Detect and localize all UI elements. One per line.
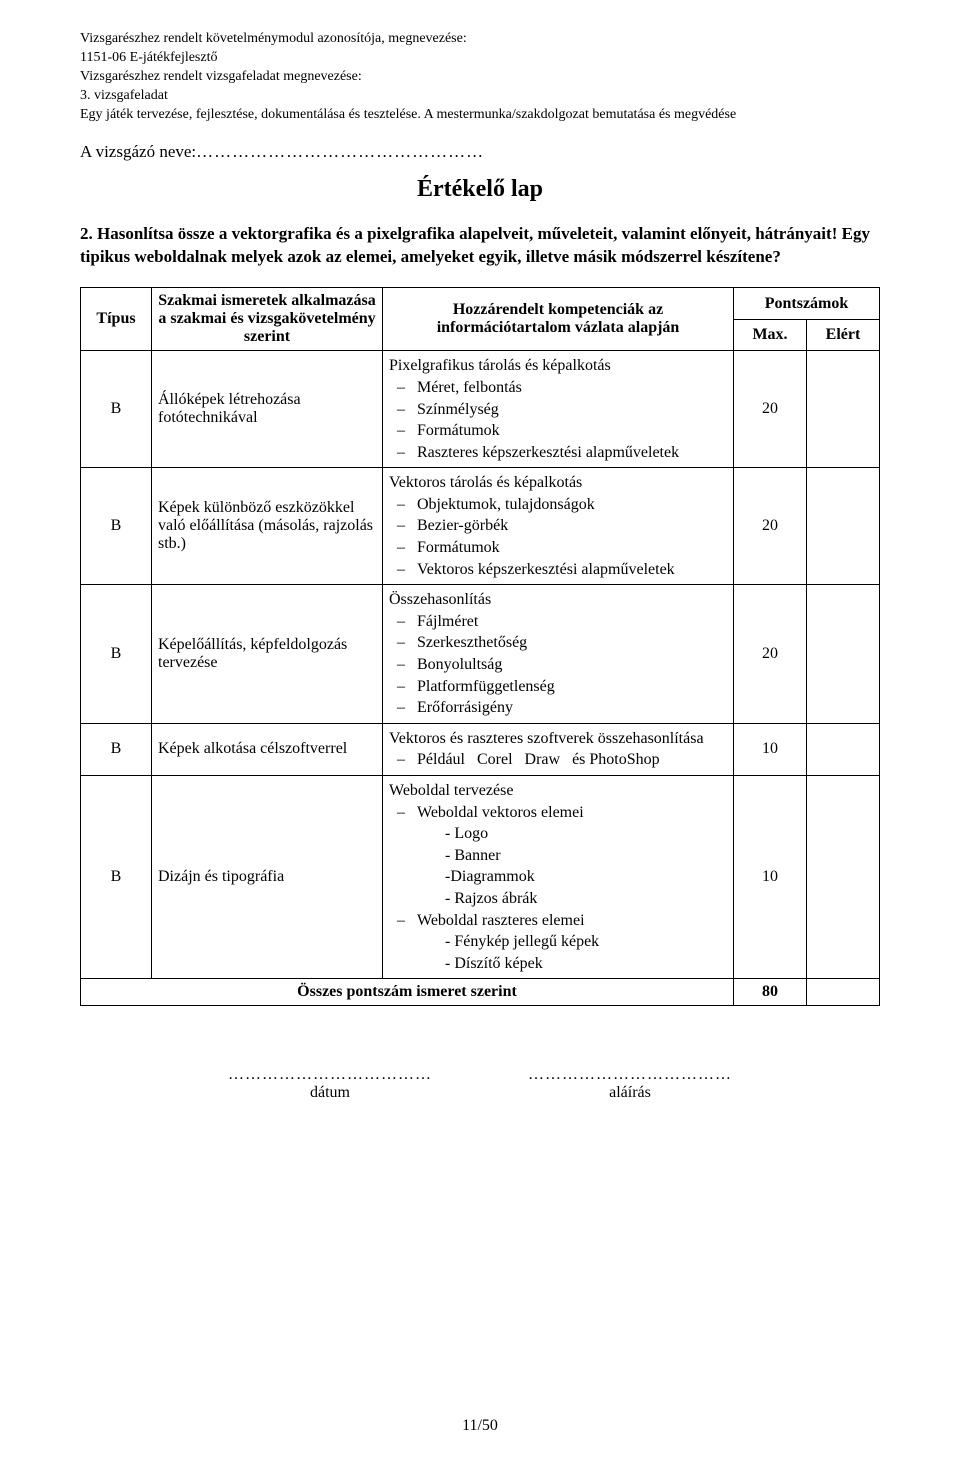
cell-type: B bbox=[81, 723, 152, 775]
cell-skill: Állóképek létrehozása fotótechnikával bbox=[152, 351, 383, 468]
table-row: BKépelőállítás, képfeldolgozás tervezése… bbox=[81, 585, 880, 724]
cell-competency: ÖsszehasonlításFájlméretSzerkeszthetőség… bbox=[383, 585, 734, 724]
header-line-5: Egy játék tervezése, fejlesztése, dokume… bbox=[80, 106, 880, 125]
signature-row: ……………………………… dátum ……………………………… aláírás bbox=[200, 1066, 760, 1102]
th-skill: Szakmai ismeretek alkalmazása a szakmai … bbox=[152, 288, 383, 351]
date-label: dátum bbox=[200, 1084, 460, 1102]
page: Vizsgarészhez rendelt követelménymodul a… bbox=[0, 0, 960, 1463]
cell-type: B bbox=[81, 468, 152, 585]
cell-competency: Pixelgrafikus tárolás és képalkotásMéret… bbox=[383, 351, 734, 468]
cell-type: B bbox=[81, 351, 152, 468]
cell-skill: Képek alkotása célszoftverrel bbox=[152, 723, 383, 775]
page-title: Értékelő lap bbox=[80, 176, 880, 203]
table-row: BKépek különböző eszközökkel való előáll… bbox=[81, 468, 880, 585]
cell-got bbox=[807, 776, 880, 979]
signature-date-block: ……………………………… dátum bbox=[200, 1066, 460, 1102]
th-max: Max. bbox=[734, 319, 807, 351]
header-line-2: 1151-06 E-játékfejlesztő bbox=[80, 49, 880, 68]
examinee-dots: ………………………………………… bbox=[196, 142, 484, 161]
header-line-1: Vizsgarészhez rendelt követelménymodul a… bbox=[80, 30, 880, 49]
cell-type: B bbox=[81, 585, 152, 724]
cell-competency: Weboldal tervezéseWeboldal vektoros elem… bbox=[383, 776, 734, 979]
cell-competency: Vektoros és raszteres szoftverek összeha… bbox=[383, 723, 734, 775]
examinee-label: A vizsgázó neve: bbox=[80, 142, 196, 161]
header-line-4: 3. vizsgafeladat bbox=[80, 87, 880, 106]
table-row: BDizájn és tipográfiaWeboldal tervezéseW… bbox=[81, 776, 880, 979]
date-dots: ……………………………… bbox=[200, 1066, 460, 1084]
page-number: 11/50 bbox=[0, 1417, 960, 1435]
cell-max: 10 bbox=[734, 776, 807, 979]
table-total-row: Összes pontszám ismeret szerint80 bbox=[81, 979, 880, 1006]
question-text: 2. Hasonlítsa össze a vektorgrafika és a… bbox=[80, 223, 880, 269]
cell-skill: Képelőállítás, képfeldolgozás tervezése bbox=[152, 585, 383, 724]
document-header: Vizsgarészhez rendelt követelménymodul a… bbox=[80, 30, 880, 124]
total-label: Összes pontszám ismeret szerint bbox=[81, 979, 734, 1006]
cell-type: B bbox=[81, 776, 152, 979]
cell-got bbox=[807, 723, 880, 775]
cell-got bbox=[807, 585, 880, 724]
sign-label: aláírás bbox=[500, 1084, 760, 1102]
cell-max: 20 bbox=[734, 351, 807, 468]
cell-max: 20 bbox=[734, 585, 807, 724]
header-line-3: Vizsgarészhez rendelt vizsgafeladat megn… bbox=[80, 68, 880, 87]
cell-got bbox=[807, 351, 880, 468]
examinee-name-line: A vizsgázó neve:………………………………………… bbox=[80, 142, 880, 162]
th-competency: Hozzárendelt kompetenciák az információt… bbox=[383, 288, 734, 351]
cell-competency: Vektoros tárolás és képalkotásObjektumok… bbox=[383, 468, 734, 585]
th-type: Típus bbox=[81, 288, 152, 351]
cell-skill: Dizájn és tipográfia bbox=[152, 776, 383, 979]
th-points: Pontszámok bbox=[734, 288, 880, 320]
cell-max: 20 bbox=[734, 468, 807, 585]
cell-got bbox=[807, 468, 880, 585]
total-value: 80 bbox=[734, 979, 807, 1006]
total-got bbox=[807, 979, 880, 1006]
table-body: BÁllóképek létrehozása fotótechnikávalPi… bbox=[81, 351, 880, 1006]
cell-max: 10 bbox=[734, 723, 807, 775]
cell-skill: Képek különböző eszközökkel való előállí… bbox=[152, 468, 383, 585]
signature-sign-block: ……………………………… aláírás bbox=[500, 1066, 760, 1102]
sign-dots: ……………………………… bbox=[500, 1066, 760, 1084]
table-row: BKépek alkotása célszoftverrelVektoros é… bbox=[81, 723, 880, 775]
th-got: Elért bbox=[807, 319, 880, 351]
table-head: Típus Szakmai ismeretek alkalmazása a sz… bbox=[81, 288, 880, 351]
evaluation-table: Típus Szakmai ismeretek alkalmazása a sz… bbox=[80, 287, 880, 1006]
table-row: BÁllóképek létrehozása fotótechnikávalPi… bbox=[81, 351, 880, 468]
